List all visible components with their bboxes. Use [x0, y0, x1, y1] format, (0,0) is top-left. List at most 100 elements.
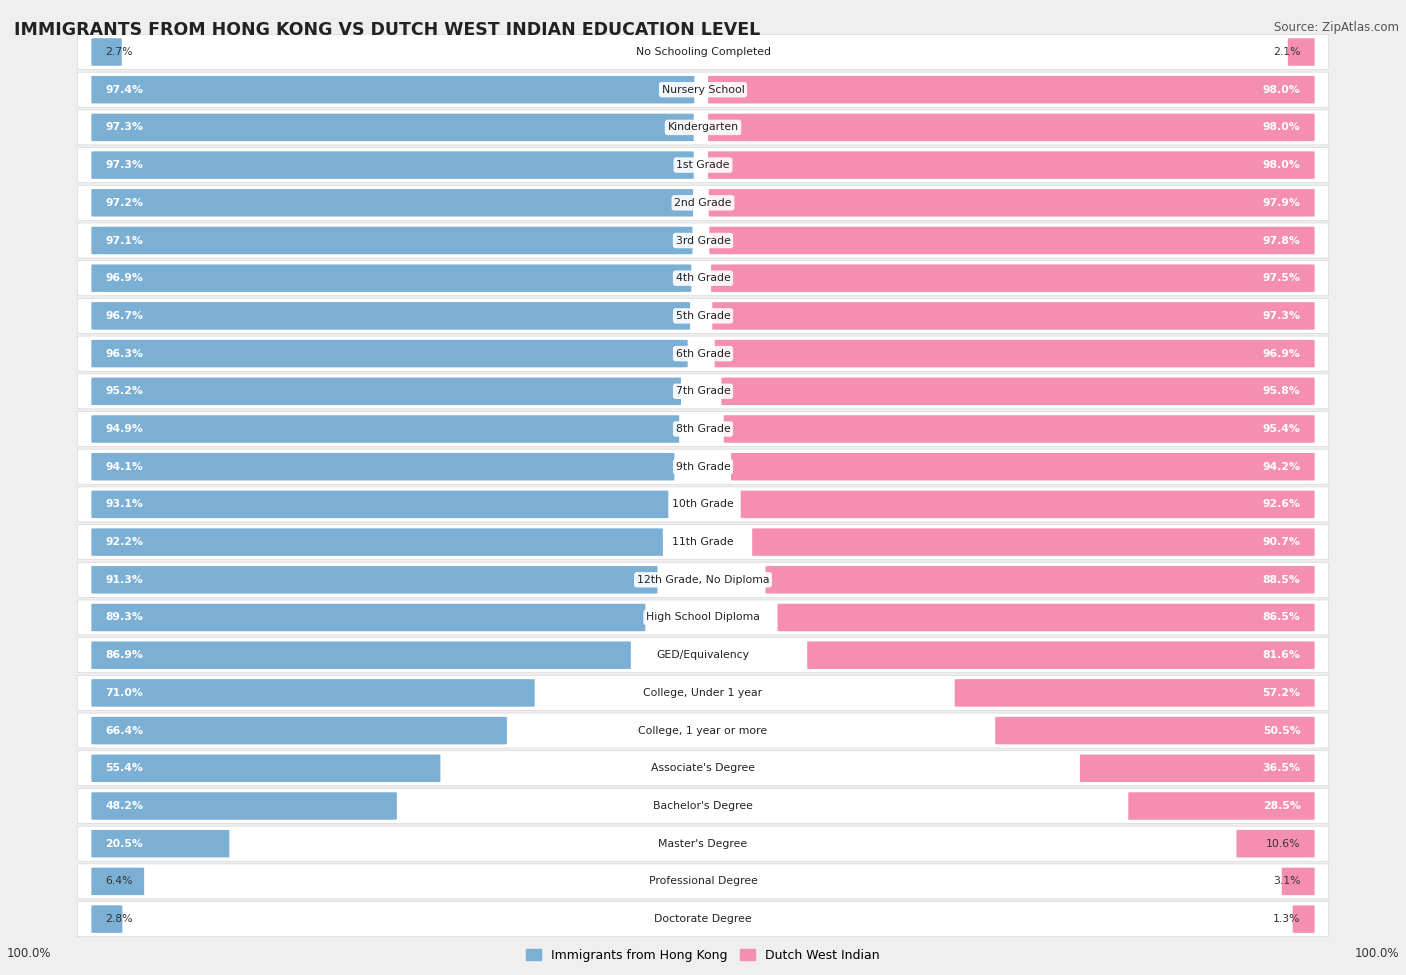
Text: 96.9%: 96.9% [105, 273, 143, 283]
Text: 98.0%: 98.0% [1263, 160, 1301, 170]
Text: 100.0%: 100.0% [7, 947, 52, 960]
FancyBboxPatch shape [778, 604, 1315, 631]
Text: 93.1%: 93.1% [105, 499, 143, 509]
Text: 2.7%: 2.7% [105, 47, 134, 57]
FancyBboxPatch shape [91, 415, 679, 443]
Text: No Schooling Completed: No Schooling Completed [636, 47, 770, 57]
FancyBboxPatch shape [91, 830, 229, 857]
Text: 7th Grade: 7th Grade [676, 386, 730, 396]
FancyBboxPatch shape [91, 566, 658, 594]
FancyBboxPatch shape [91, 302, 690, 330]
Text: 94.9%: 94.9% [105, 424, 143, 434]
Text: 92.6%: 92.6% [1263, 499, 1301, 509]
FancyBboxPatch shape [77, 298, 1329, 333]
FancyBboxPatch shape [77, 487, 1329, 522]
Text: 20.5%: 20.5% [105, 838, 143, 848]
Text: 95.8%: 95.8% [1263, 386, 1301, 396]
FancyBboxPatch shape [91, 189, 693, 216]
FancyBboxPatch shape [77, 72, 1329, 107]
Text: 91.3%: 91.3% [105, 575, 143, 585]
Text: 94.1%: 94.1% [105, 462, 143, 472]
FancyBboxPatch shape [713, 302, 1315, 330]
FancyBboxPatch shape [709, 76, 1315, 103]
FancyBboxPatch shape [77, 260, 1329, 295]
FancyBboxPatch shape [1236, 830, 1315, 857]
FancyBboxPatch shape [77, 223, 1329, 258]
Text: GED/Equivalency: GED/Equivalency [657, 650, 749, 660]
FancyBboxPatch shape [1288, 38, 1315, 65]
Text: 97.2%: 97.2% [105, 198, 143, 208]
FancyBboxPatch shape [1292, 906, 1315, 933]
FancyBboxPatch shape [91, 680, 534, 707]
FancyBboxPatch shape [709, 227, 1315, 254]
Text: 81.6%: 81.6% [1263, 650, 1301, 660]
FancyBboxPatch shape [77, 713, 1329, 748]
Text: 4th Grade: 4th Grade [676, 273, 730, 283]
FancyBboxPatch shape [77, 449, 1329, 485]
Text: High School Diploma: High School Diploma [647, 612, 759, 622]
Text: 92.2%: 92.2% [105, 537, 143, 547]
Text: 95.4%: 95.4% [1263, 424, 1301, 434]
Text: College, 1 year or more: College, 1 year or more [638, 725, 768, 735]
FancyBboxPatch shape [77, 110, 1329, 145]
FancyBboxPatch shape [709, 189, 1315, 216]
FancyBboxPatch shape [91, 490, 668, 518]
Text: 3rd Grade: 3rd Grade [675, 236, 731, 246]
Text: Nursery School: Nursery School [662, 85, 744, 95]
Text: 2.1%: 2.1% [1272, 47, 1301, 57]
Text: 1st Grade: 1st Grade [676, 160, 730, 170]
FancyBboxPatch shape [77, 826, 1329, 861]
Text: Source: ZipAtlas.com: Source: ZipAtlas.com [1274, 21, 1399, 34]
FancyBboxPatch shape [709, 151, 1315, 178]
Text: 57.2%: 57.2% [1263, 688, 1301, 698]
Text: 97.3%: 97.3% [1263, 311, 1301, 321]
FancyBboxPatch shape [77, 864, 1329, 899]
FancyBboxPatch shape [91, 340, 688, 368]
FancyBboxPatch shape [77, 789, 1329, 824]
FancyBboxPatch shape [77, 373, 1329, 409]
Text: 10.6%: 10.6% [1265, 838, 1301, 848]
FancyBboxPatch shape [77, 336, 1329, 371]
Text: 94.2%: 94.2% [1263, 462, 1301, 472]
Text: Bachelor's Degree: Bachelor's Degree [652, 801, 754, 811]
FancyBboxPatch shape [77, 902, 1329, 937]
FancyBboxPatch shape [955, 680, 1315, 707]
FancyBboxPatch shape [721, 377, 1315, 405]
FancyBboxPatch shape [91, 377, 681, 405]
Text: Professional Degree: Professional Degree [648, 877, 758, 886]
Text: 10th Grade: 10th Grade [672, 499, 734, 509]
FancyBboxPatch shape [724, 415, 1315, 443]
Text: 6th Grade: 6th Grade [676, 349, 730, 359]
Text: 48.2%: 48.2% [105, 801, 143, 811]
FancyBboxPatch shape [77, 185, 1329, 220]
Text: Kindergarten: Kindergarten [668, 123, 738, 133]
Text: Associate's Degree: Associate's Degree [651, 763, 755, 773]
FancyBboxPatch shape [752, 528, 1315, 556]
FancyBboxPatch shape [91, 604, 645, 631]
Text: 96.7%: 96.7% [105, 311, 143, 321]
FancyBboxPatch shape [77, 411, 1329, 447]
FancyBboxPatch shape [807, 642, 1315, 669]
Text: 11th Grade: 11th Grade [672, 537, 734, 547]
FancyBboxPatch shape [91, 528, 662, 556]
Text: 3.1%: 3.1% [1272, 877, 1301, 886]
FancyBboxPatch shape [77, 600, 1329, 635]
Text: 96.9%: 96.9% [1263, 349, 1301, 359]
Text: 98.0%: 98.0% [1263, 123, 1301, 133]
FancyBboxPatch shape [77, 676, 1329, 711]
FancyBboxPatch shape [731, 453, 1315, 481]
Text: 97.5%: 97.5% [1263, 273, 1301, 283]
Text: 50.5%: 50.5% [1263, 725, 1301, 735]
FancyBboxPatch shape [995, 717, 1315, 744]
FancyBboxPatch shape [91, 906, 122, 933]
Text: 97.1%: 97.1% [105, 236, 143, 246]
Text: 12th Grade, No Diploma: 12th Grade, No Diploma [637, 575, 769, 585]
FancyBboxPatch shape [91, 793, 396, 820]
FancyBboxPatch shape [91, 264, 692, 292]
Text: IMMIGRANTS FROM HONG KONG VS DUTCH WEST INDIAN EDUCATION LEVEL: IMMIGRANTS FROM HONG KONG VS DUTCH WEST … [14, 21, 761, 39]
FancyBboxPatch shape [77, 34, 1329, 69]
FancyBboxPatch shape [91, 38, 122, 65]
Text: 28.5%: 28.5% [1263, 801, 1301, 811]
Text: 97.9%: 97.9% [1263, 198, 1301, 208]
FancyBboxPatch shape [765, 566, 1315, 594]
